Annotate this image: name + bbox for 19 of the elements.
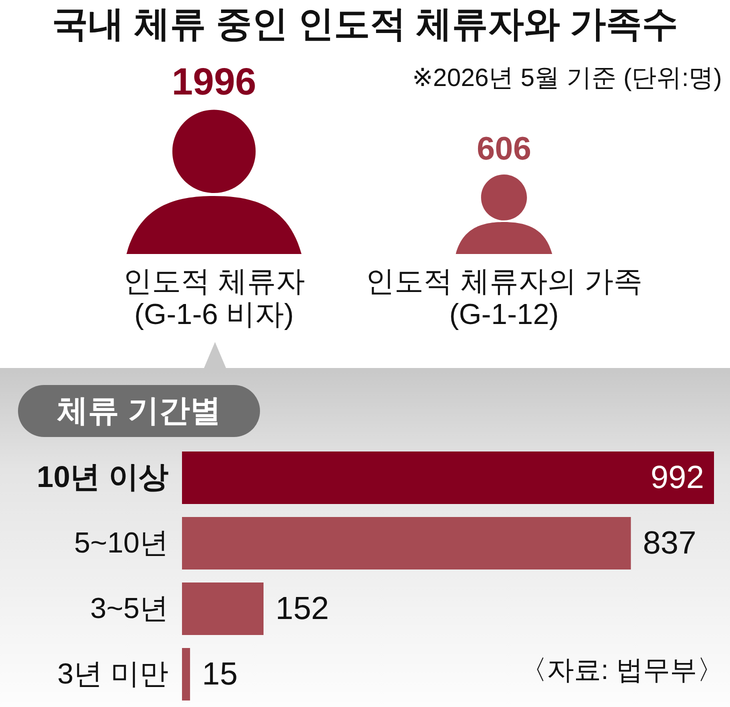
y-tick-label: 3~5년 xyxy=(90,592,168,625)
category-label: 인도적 체류자 (G-1-6 비자) xyxy=(122,266,306,331)
data-label: 837 xyxy=(642,524,696,560)
category-label: 인도적 체류자의 가족 (G-1-12) xyxy=(365,266,643,331)
bar xyxy=(182,582,264,635)
bar xyxy=(182,452,714,504)
text: ※2026년 5월 기준 (단위:명) xyxy=(412,64,722,92)
annotation: 〈자료: 법무부〉 xyxy=(520,655,724,685)
y-tick-label: 10년 이상 xyxy=(36,460,168,494)
data-label: 1996 xyxy=(172,62,256,104)
bar xyxy=(182,517,631,570)
y-tick-label: 3년 미만 xyxy=(57,658,168,690)
data-label: 15 xyxy=(202,655,238,692)
data-label: 152 xyxy=(276,590,329,626)
bar xyxy=(182,648,190,700)
y-tick-label: 5~10년 xyxy=(74,527,168,560)
data-label: 606 xyxy=(476,129,532,166)
text: 국내 체류 중인 인도적 체류자와 가족수 xyxy=(52,3,678,44)
data-label: 992 xyxy=(650,458,704,495)
